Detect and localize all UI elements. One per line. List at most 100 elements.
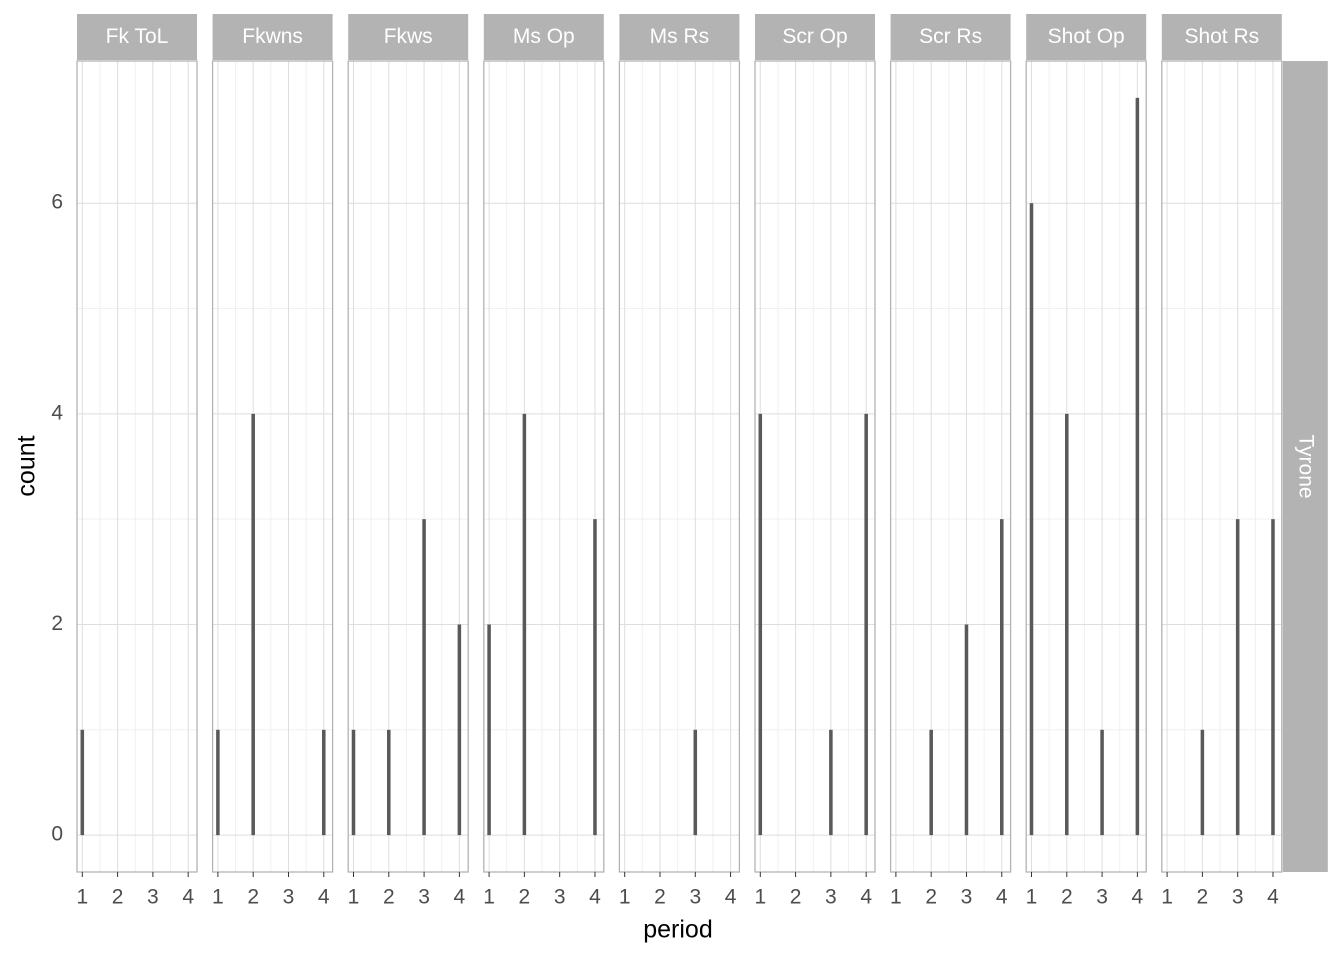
panel-background	[619, 61, 740, 872]
strip	[483, 14, 604, 60]
bar	[322, 729, 326, 836]
strip	[619, 14, 740, 60]
bar	[593, 519, 597, 836]
bar	[1271, 519, 1275, 836]
bar	[522, 413, 527, 836]
panel-border	[1025, 60, 1147, 873]
bar	[457, 624, 462, 836]
panel-border	[347, 60, 469, 873]
x-tick-label: 1	[619, 886, 631, 909]
panel-border	[76, 60, 198, 873]
x-tick-label: 3	[825, 886, 837, 909]
x-tick-label: 4	[318, 886, 330, 909]
bar	[929, 729, 933, 836]
x-tick-label: 3	[689, 886, 701, 909]
y-tick-label: 2	[51, 612, 63, 635]
strip	[212, 14, 333, 60]
x-tick-label: 3	[961, 886, 973, 909]
x-tick-label: 2	[790, 886, 802, 909]
x-tick-label: 4	[996, 886, 1008, 909]
bar	[216, 729, 220, 836]
panel-background	[77, 61, 197, 872]
bar	[1235, 519, 1240, 836]
x-tick-label: 2	[519, 886, 531, 909]
strip-label: Fkws	[384, 25, 433, 48]
bar	[1029, 203, 1034, 836]
panel-background	[483, 61, 604, 872]
x-tick-label: 1	[754, 886, 766, 909]
panel-background	[890, 61, 1011, 872]
bar	[487, 624, 491, 836]
y-tick-label: 0	[51, 823, 63, 846]
x-tick-label: 3	[554, 886, 566, 909]
x-tick-label: 3	[283, 886, 295, 909]
bar	[964, 624, 969, 836]
x-tick-label: 1	[1161, 886, 1173, 909]
panel-border	[1161, 60, 1283, 873]
bar	[864, 413, 868, 836]
y-tick-label: 4	[51, 401, 63, 424]
x-tick-label: 3	[418, 886, 430, 909]
bar	[758, 413, 763, 836]
panel-background	[755, 61, 875, 872]
strip-label: Fk ToL	[106, 25, 169, 48]
strip-label: Fkwns	[242, 25, 303, 48]
bar	[1100, 729, 1104, 836]
x-tick-label: 4	[1132, 886, 1144, 909]
x-tick-label: 3	[147, 886, 159, 909]
strip-label: Ms Op	[513, 25, 575, 48]
panel-border	[483, 60, 605, 873]
x-tick-label: 1	[212, 886, 224, 909]
strip	[890, 14, 1011, 60]
x-tick-label: 1	[1026, 886, 1038, 909]
panel-background	[348, 61, 469, 872]
y-tick-label: 6	[51, 191, 63, 214]
panel-border	[754, 60, 876, 873]
x-tick-label: 3	[1232, 886, 1244, 909]
strip	[77, 14, 197, 60]
x-tick-label: 2	[1197, 886, 1209, 909]
strip	[348, 14, 469, 60]
panel-background	[1161, 61, 1282, 872]
x-tick-label: 2	[112, 886, 124, 909]
panel-border	[211, 60, 334, 873]
x-tick-label: 1	[483, 886, 495, 909]
strip-label: Ms Rs	[650, 25, 710, 48]
strip-label: Scr Op	[782, 25, 847, 48]
bar	[829, 729, 833, 836]
x-tick-label: 3	[1096, 886, 1108, 909]
x-tick-label: 2	[654, 886, 666, 909]
x-tick-label: 2	[1061, 886, 1073, 909]
x-tick-label: 1	[890, 886, 902, 909]
strip-label: Shot Rs	[1184, 25, 1259, 48]
row-strip	[1282, 61, 1328, 872]
y-axis-title: count	[13, 435, 41, 496]
x-tick-label: 4	[182, 886, 194, 909]
bar	[251, 413, 255, 836]
bar	[1000, 519, 1004, 836]
bar	[1065, 413, 1069, 836]
x-tick-label: 4	[589, 886, 601, 909]
strip	[1026, 14, 1147, 60]
x-tick-label: 4	[725, 886, 737, 909]
bar	[422, 519, 426, 836]
strip	[1161, 14, 1282, 60]
bar	[387, 729, 391, 836]
panel-border	[889, 60, 1012, 873]
strip-label: Scr Rs	[919, 25, 982, 48]
x-tick-label: 4	[454, 886, 466, 909]
panel-background	[212, 61, 333, 872]
x-tick-label: 2	[247, 886, 259, 909]
bar	[351, 729, 356, 836]
bar	[693, 729, 698, 836]
x-tick-label: 4	[1267, 886, 1279, 909]
strip-label: Shot Op	[1048, 25, 1125, 48]
x-tick-label: 4	[860, 886, 872, 909]
panel-background	[1026, 61, 1147, 872]
bar	[1135, 97, 1140, 836]
x-tick-label: 2	[383, 886, 395, 909]
x-axis-title: period	[643, 916, 713, 944]
bar	[80, 729, 85, 836]
